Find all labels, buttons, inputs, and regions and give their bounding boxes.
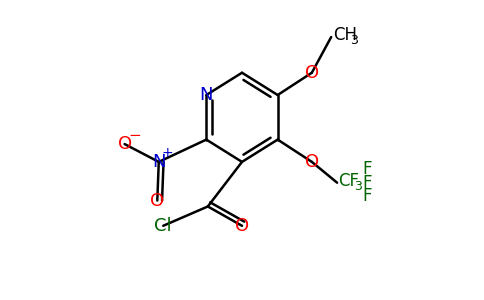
Text: Cl: Cl (154, 217, 172, 235)
Text: 3: 3 (349, 34, 358, 46)
Text: O: O (235, 217, 249, 235)
Text: −: − (129, 128, 141, 142)
Text: CH: CH (333, 26, 357, 44)
Text: +: + (162, 146, 173, 160)
Text: N: N (199, 86, 213, 104)
Text: F: F (363, 187, 372, 205)
Text: F: F (363, 160, 372, 178)
Text: O: O (305, 153, 319, 171)
Text: CF: CF (339, 172, 360, 190)
Text: N: N (152, 153, 166, 171)
Text: O: O (118, 135, 132, 153)
Text: O: O (305, 64, 319, 82)
Text: F: F (363, 174, 372, 192)
Text: O: O (150, 191, 165, 209)
Text: 3: 3 (354, 180, 362, 193)
